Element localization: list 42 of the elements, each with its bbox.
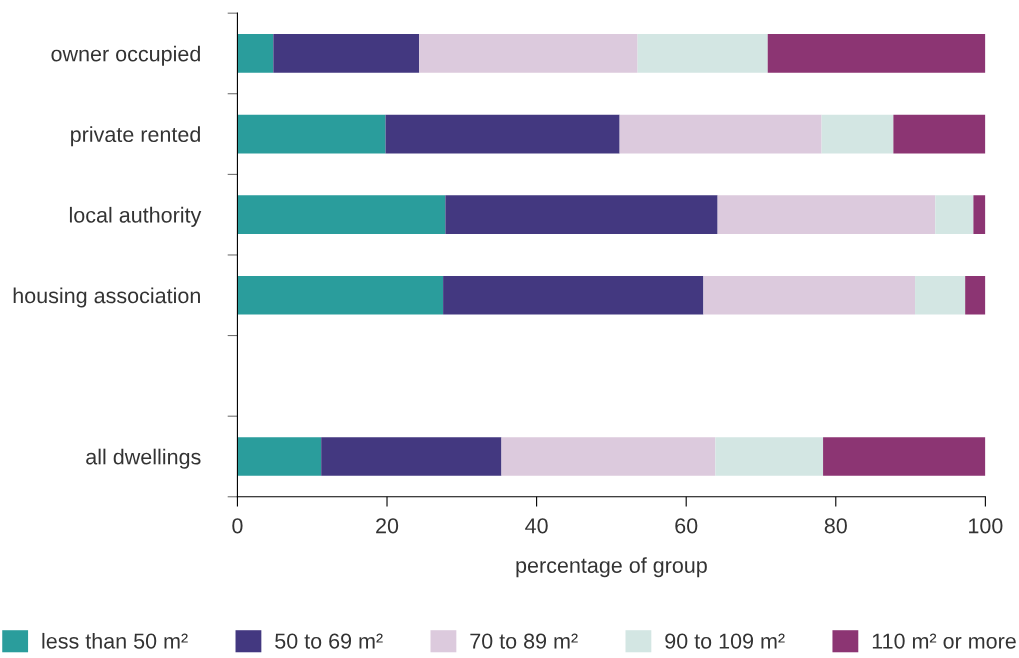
legend-label: 110 m² or more xyxy=(872,633,1016,649)
x-tick-label: 60 xyxy=(675,518,698,534)
x-tick-label: 40 xyxy=(525,518,548,534)
bar xyxy=(935,195,974,235)
bar xyxy=(637,34,768,73)
bar xyxy=(273,34,420,73)
x-axis-title: percentage of group xyxy=(516,557,707,578)
bar xyxy=(443,275,704,315)
bar xyxy=(965,275,986,315)
y-tick-label: private rented xyxy=(71,126,200,147)
bar xyxy=(915,275,966,315)
bar xyxy=(619,114,822,154)
bar xyxy=(703,275,916,315)
legend-label: 70 to 89 m² xyxy=(470,633,578,649)
bar xyxy=(321,437,502,476)
x-tick-label: 100 xyxy=(969,518,1003,534)
y-tick-label: local authority xyxy=(69,206,202,227)
legend-label: 90 to 109 m² xyxy=(665,633,785,649)
x-tick-label: 20 xyxy=(376,518,399,534)
bar xyxy=(821,114,894,154)
bar xyxy=(237,34,274,73)
bar xyxy=(715,437,824,476)
y-tick-label: owner occupied xyxy=(51,45,200,66)
bar xyxy=(767,34,986,73)
bar xyxy=(237,114,386,154)
bar xyxy=(445,195,718,235)
legend-label: 50 to 69 m² xyxy=(275,633,383,649)
x-tick-label: 80 xyxy=(824,518,847,534)
bar xyxy=(973,195,986,235)
bar xyxy=(237,437,322,476)
bar xyxy=(237,275,444,315)
bar xyxy=(717,195,936,235)
x-tick-label: 0 xyxy=(232,518,243,534)
bar xyxy=(237,195,446,235)
bar xyxy=(501,437,716,476)
bar xyxy=(823,437,986,476)
bar xyxy=(893,114,986,154)
y-tick-label: all dwellings xyxy=(86,448,201,469)
legend-label: less than 50 m² xyxy=(42,632,188,649)
bar xyxy=(419,34,638,73)
bar xyxy=(385,114,620,154)
y-tick-label: housing association xyxy=(13,287,200,308)
